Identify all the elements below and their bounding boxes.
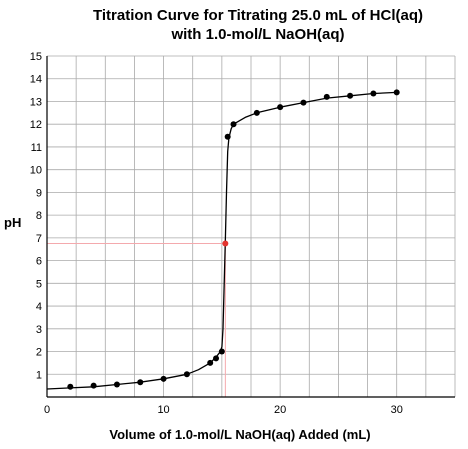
y-tick-label: 1 <box>36 369 42 381</box>
data-point <box>213 355 220 362</box>
y-tick-label: 5 <box>36 278 42 290</box>
data-point <box>393 89 400 96</box>
y-tick-label: 11 <box>31 142 42 154</box>
fit-curve-group <box>46 91 397 390</box>
y-tick-label: 13 <box>30 96 42 108</box>
data-point <box>323 93 330 100</box>
x-tick-label: 0 <box>44 404 50 416</box>
x-tick-label: 30 <box>391 404 403 416</box>
data-point <box>113 381 120 388</box>
data-point <box>160 375 167 382</box>
fit-curve <box>46 91 397 390</box>
y-tick-label: 14 <box>30 74 42 86</box>
y-tick-label: 6 <box>36 256 42 268</box>
data-point <box>207 359 214 366</box>
y-tick-label: 3 <box>36 324 42 336</box>
y-tick-label: 8 <box>36 210 42 222</box>
y-tick-label: 4 <box>36 301 42 313</box>
data-point <box>67 383 74 390</box>
data-point <box>300 99 307 106</box>
grid-lines <box>46 55 456 398</box>
x-tick-label: 20 <box>274 404 286 416</box>
data-point <box>347 92 354 99</box>
data-point <box>90 382 97 389</box>
y-tick-label: 7 <box>36 233 42 245</box>
data-point <box>230 121 237 128</box>
y-tick-label: 2 <box>36 347 42 359</box>
data-point <box>137 379 144 386</box>
x-tick-label: 10 <box>157 404 169 416</box>
data-points <box>67 89 400 390</box>
axes <box>46 56 455 398</box>
data-point <box>224 133 231 140</box>
data-point <box>277 104 284 111</box>
y-axis-label: pH <box>4 215 21 230</box>
data-point <box>218 348 225 355</box>
y-tick-label: 9 <box>36 187 42 199</box>
data-point <box>370 90 377 97</box>
y-tick-label: 12 <box>30 119 42 131</box>
chart-title-line-1: Titration Curve for Titrating 25.0 mL of… <box>93 7 423 24</box>
data-point <box>253 109 260 116</box>
equivalence-point <box>222 240 229 247</box>
x-axis-label: Volume of 1.0-mol/L NaOH(aq) Added (mL) <box>109 427 370 442</box>
data-point <box>183 371 190 378</box>
y-tick-label: 10 <box>30 165 42 177</box>
chart-title-line-2: with 1.0-mol/L NaOH(aq) <box>170 26 344 43</box>
equivalence-guides <box>47 243 226 397</box>
y-tick-label: 15 <box>30 51 42 63</box>
